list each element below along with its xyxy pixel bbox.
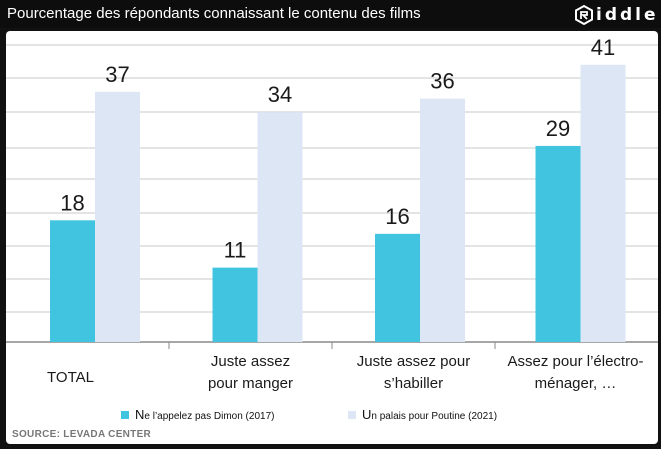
bar-2021-0 xyxy=(95,91,140,342)
chart-panel: 18 11 16 29 37 34 36 41 TOTAL Juste assez pour man… xyxy=(6,31,658,444)
data-label-2017-2: 16 xyxy=(385,204,409,229)
data-label-2017-1: 11 xyxy=(224,238,247,263)
legend-item-2021: Un palais pour Poutine (2021) xyxy=(348,407,497,422)
bar-2021-1 xyxy=(257,112,303,342)
header-bar: Pourcentage des répondants connaissant l… xyxy=(0,0,661,28)
data-label-2017-0: 18 xyxy=(60,190,84,215)
legend-item-2017: Ne l’appelez pas Dimon (2017) xyxy=(121,407,274,422)
data-label-2021-2: 36 xyxy=(430,69,454,94)
legend-label-2021: Un palais pour Poutine (2021) xyxy=(362,407,498,422)
category-label-3-line-1: ménager, … xyxy=(535,375,617,392)
legend-label-2017: Ne l’appelez pas Dimon (2017) xyxy=(135,407,275,422)
bar-2017-2 xyxy=(375,233,420,342)
bar-2021-3 xyxy=(580,64,626,342)
category-label-0-line-0: TOTAL xyxy=(47,369,94,386)
data-label-2021-0: 37 xyxy=(105,62,129,87)
data-label-2021-3: 41 xyxy=(591,35,615,60)
legend: Ne l’appelez pas Dimon (2017) Un palais … xyxy=(6,407,658,427)
bar-chart: 18 11 16 29 37 34 36 41 TOTAL Juste assez pour man… xyxy=(6,35,658,392)
riddle-logo-icon xyxy=(575,5,593,25)
category-label-1-line-0: Juste assez xyxy=(211,353,290,370)
chart-title: Pourcentage des répondants connaissant l… xyxy=(7,5,421,22)
category-label-2-line-1: s’habiller xyxy=(384,375,443,392)
data-label-2021-1: 34 xyxy=(268,82,292,107)
source-note: SOURCE: LEVADA CENTER xyxy=(12,429,152,440)
category-label-3-line-0: Assez pour l’électro- xyxy=(508,353,644,370)
legend-swatch-2017 xyxy=(121,410,129,419)
logo-text: iddle xyxy=(596,5,659,25)
bar-2021-2 xyxy=(420,98,465,342)
category-label-2-line-0: Juste assez pour xyxy=(357,353,470,370)
category-label-1-line-1: pour manger xyxy=(208,375,293,392)
bar-2017-3 xyxy=(535,145,581,342)
bar-2017-1 xyxy=(212,267,258,342)
riddle-logo[interactable]: iddle xyxy=(574,4,659,26)
data-label-2017-3: 29 xyxy=(546,116,570,141)
bar-2017-0 xyxy=(50,220,95,342)
legend-swatch-2021 xyxy=(348,410,356,419)
